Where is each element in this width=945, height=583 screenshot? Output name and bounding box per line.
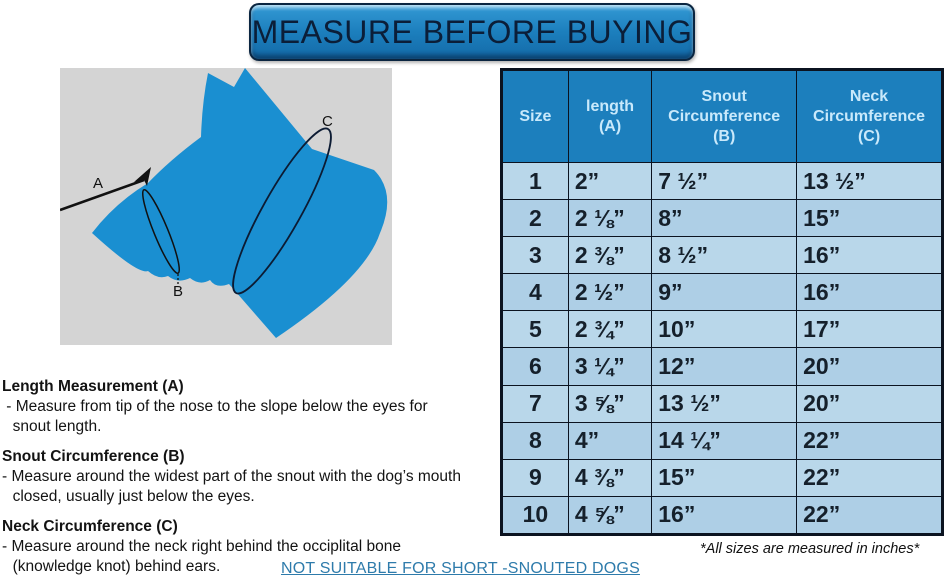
svg-text:C: C [322, 113, 333, 130]
svg-text:B: B [173, 283, 183, 300]
svg-text:A: A [93, 175, 103, 192]
